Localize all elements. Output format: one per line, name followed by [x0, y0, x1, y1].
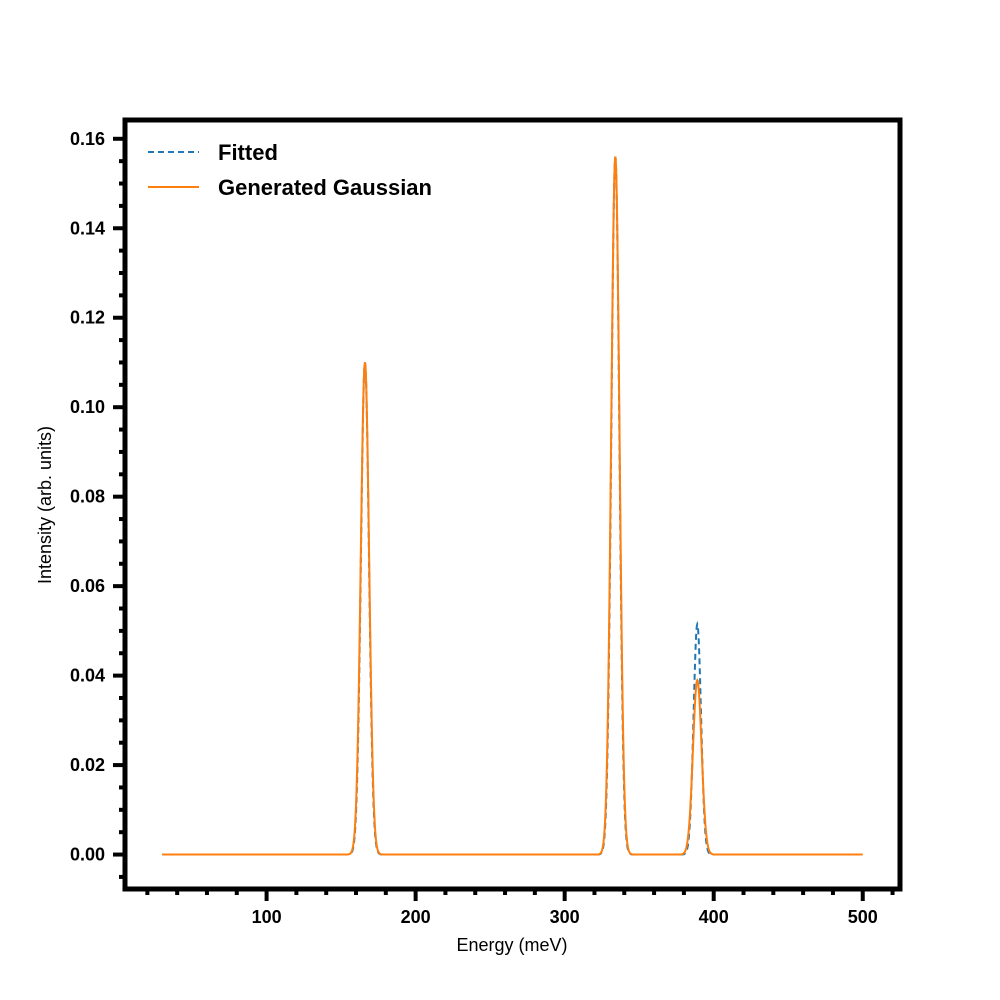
y-tick-label: 0.02: [70, 755, 105, 775]
y-tick-label: 0.14: [70, 218, 105, 238]
x-axis-label: Energy (meV): [456, 935, 567, 955]
series-line-generated-gaussian: [162, 156, 863, 856]
x-tick-label: 500: [848, 907, 878, 927]
x-tick-label: 300: [550, 907, 580, 927]
y-tick-label: 0.16: [70, 129, 105, 149]
x-tick-label: 100: [252, 907, 282, 927]
y-tick-label: 0.04: [70, 666, 105, 686]
legend: Fitted Generated Gaussian: [148, 140, 432, 200]
y-tick-label: 0.08: [70, 487, 105, 507]
plot-frame: [122, 117, 903, 892]
y-axis-label: Intensity (arb. units): [35, 426, 55, 584]
legend-label-fitted: Fitted: [218, 140, 278, 165]
y-tick-label: 0.12: [70, 308, 105, 328]
y-tick-label: 0.10: [70, 397, 105, 417]
x-tick-label: 200: [401, 907, 431, 927]
y-tick-label: 0.00: [70, 845, 105, 865]
series-layer: [162, 156, 863, 856]
legend-label-generated-gaussian: Generated Gaussian: [218, 175, 432, 200]
y-tick-label: 0.06: [70, 576, 105, 596]
x-tick-label: 400: [699, 907, 729, 927]
